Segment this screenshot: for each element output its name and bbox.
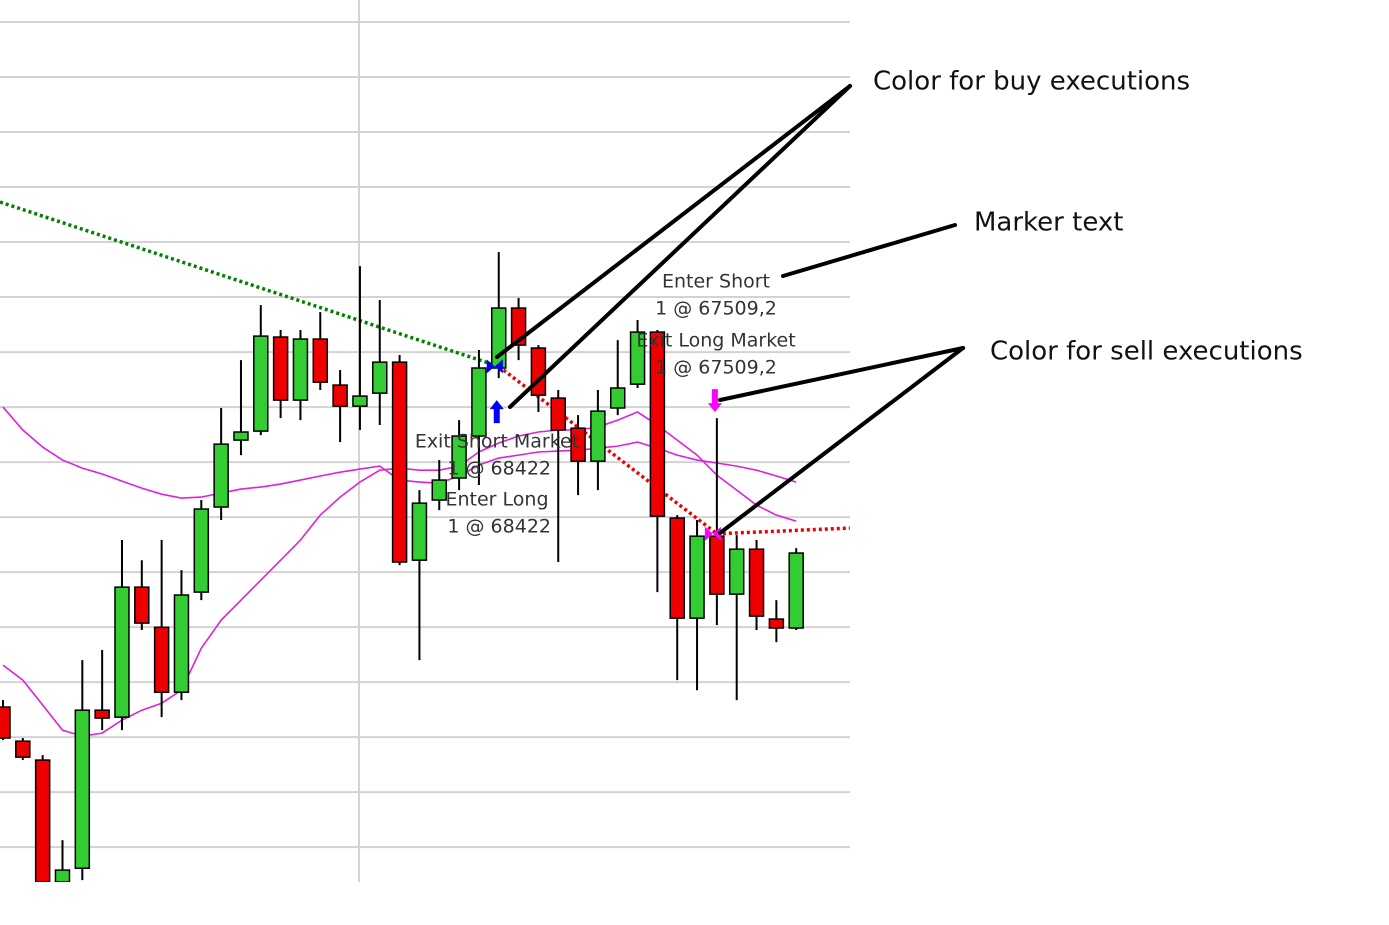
callout-text: Color for sell executions	[990, 337, 1303, 367]
candle-body	[768, 618, 785, 629]
candle-body	[272, 336, 289, 401]
candle-body	[253, 335, 269, 432]
candle-body	[629, 331, 646, 385]
candle-body	[491, 307, 507, 369]
candle-body	[391, 361, 408, 563]
candle-body	[34, 759, 51, 882]
candle-body	[213, 443, 229, 508]
buy-arrow	[489, 400, 504, 424]
candle-body	[233, 431, 249, 441]
candle-body	[0, 706, 11, 739]
marker-name: Enter Long	[445, 489, 548, 511]
candle-body	[669, 517, 685, 619]
candle-body	[431, 479, 448, 501]
candle-body	[173, 594, 190, 693]
candle-body	[550, 397, 566, 431]
candle-body	[451, 435, 467, 479]
candle-body	[15, 740, 31, 758]
candle-body	[372, 361, 388, 394]
execution-marker	[486, 359, 495, 374]
callout-text: Marker text	[974, 208, 1123, 238]
candle-body	[54, 869, 71, 882]
candle-body	[193, 508, 210, 593]
marker-text: 1 @ 67509,2	[655, 357, 777, 379]
candle-body	[788, 552, 804, 629]
callout-line	[718, 346, 965, 402]
marker-text: 1 @ 67509,2	[655, 298, 777, 320]
candle-body	[114, 586, 130, 718]
candle-body	[292, 338, 309, 401]
marker-labels: Exit Short Market 1 @ 68422 Enter Long 1…	[415, 271, 796, 538]
candle-body	[471, 367, 487, 437]
candle-body	[590, 410, 606, 462]
trade-line	[0, 200, 500, 369]
candle-body	[332, 384, 348, 407]
candle-body	[609, 387, 626, 409]
marker-name: Exit Short Market	[415, 431, 579, 453]
callout-line	[508, 84, 852, 409]
candle-body	[352, 395, 368, 407]
candle-body	[411, 502, 428, 561]
callout-line	[718, 346, 965, 535]
execution-marker	[704, 526, 713, 541]
marker-text: 1 @ 68422	[447, 458, 551, 480]
execution-marker	[712, 526, 721, 541]
candle-body	[312, 338, 329, 383]
candle-body	[748, 548, 765, 617]
callout-line	[781, 223, 957, 278]
candle-body	[94, 709, 110, 719]
trade-line	[497, 364, 718, 536]
candle-body	[134, 586, 150, 624]
candle-body	[728, 548, 745, 595]
execution-marker	[494, 359, 503, 374]
marker-text: 1 @ 68422	[447, 516, 551, 538]
candle-body	[649, 331, 666, 517]
candle-body	[709, 535, 725, 595]
candle-body	[689, 535, 705, 619]
candle-body	[153, 626, 170, 693]
trade-line	[716, 526, 850, 536]
callouts	[495, 84, 965, 535]
sell-arrow	[707, 389, 722, 413]
callout-text: Color for buy executions	[873, 67, 1190, 97]
candle-body	[74, 709, 91, 869]
marker-name: Exit Long Market	[636, 330, 795, 352]
candle-body	[530, 347, 547, 396]
marker-name: Enter Short	[662, 271, 770, 293]
candle-body	[570, 427, 586, 462]
callout-line	[495, 84, 852, 359]
